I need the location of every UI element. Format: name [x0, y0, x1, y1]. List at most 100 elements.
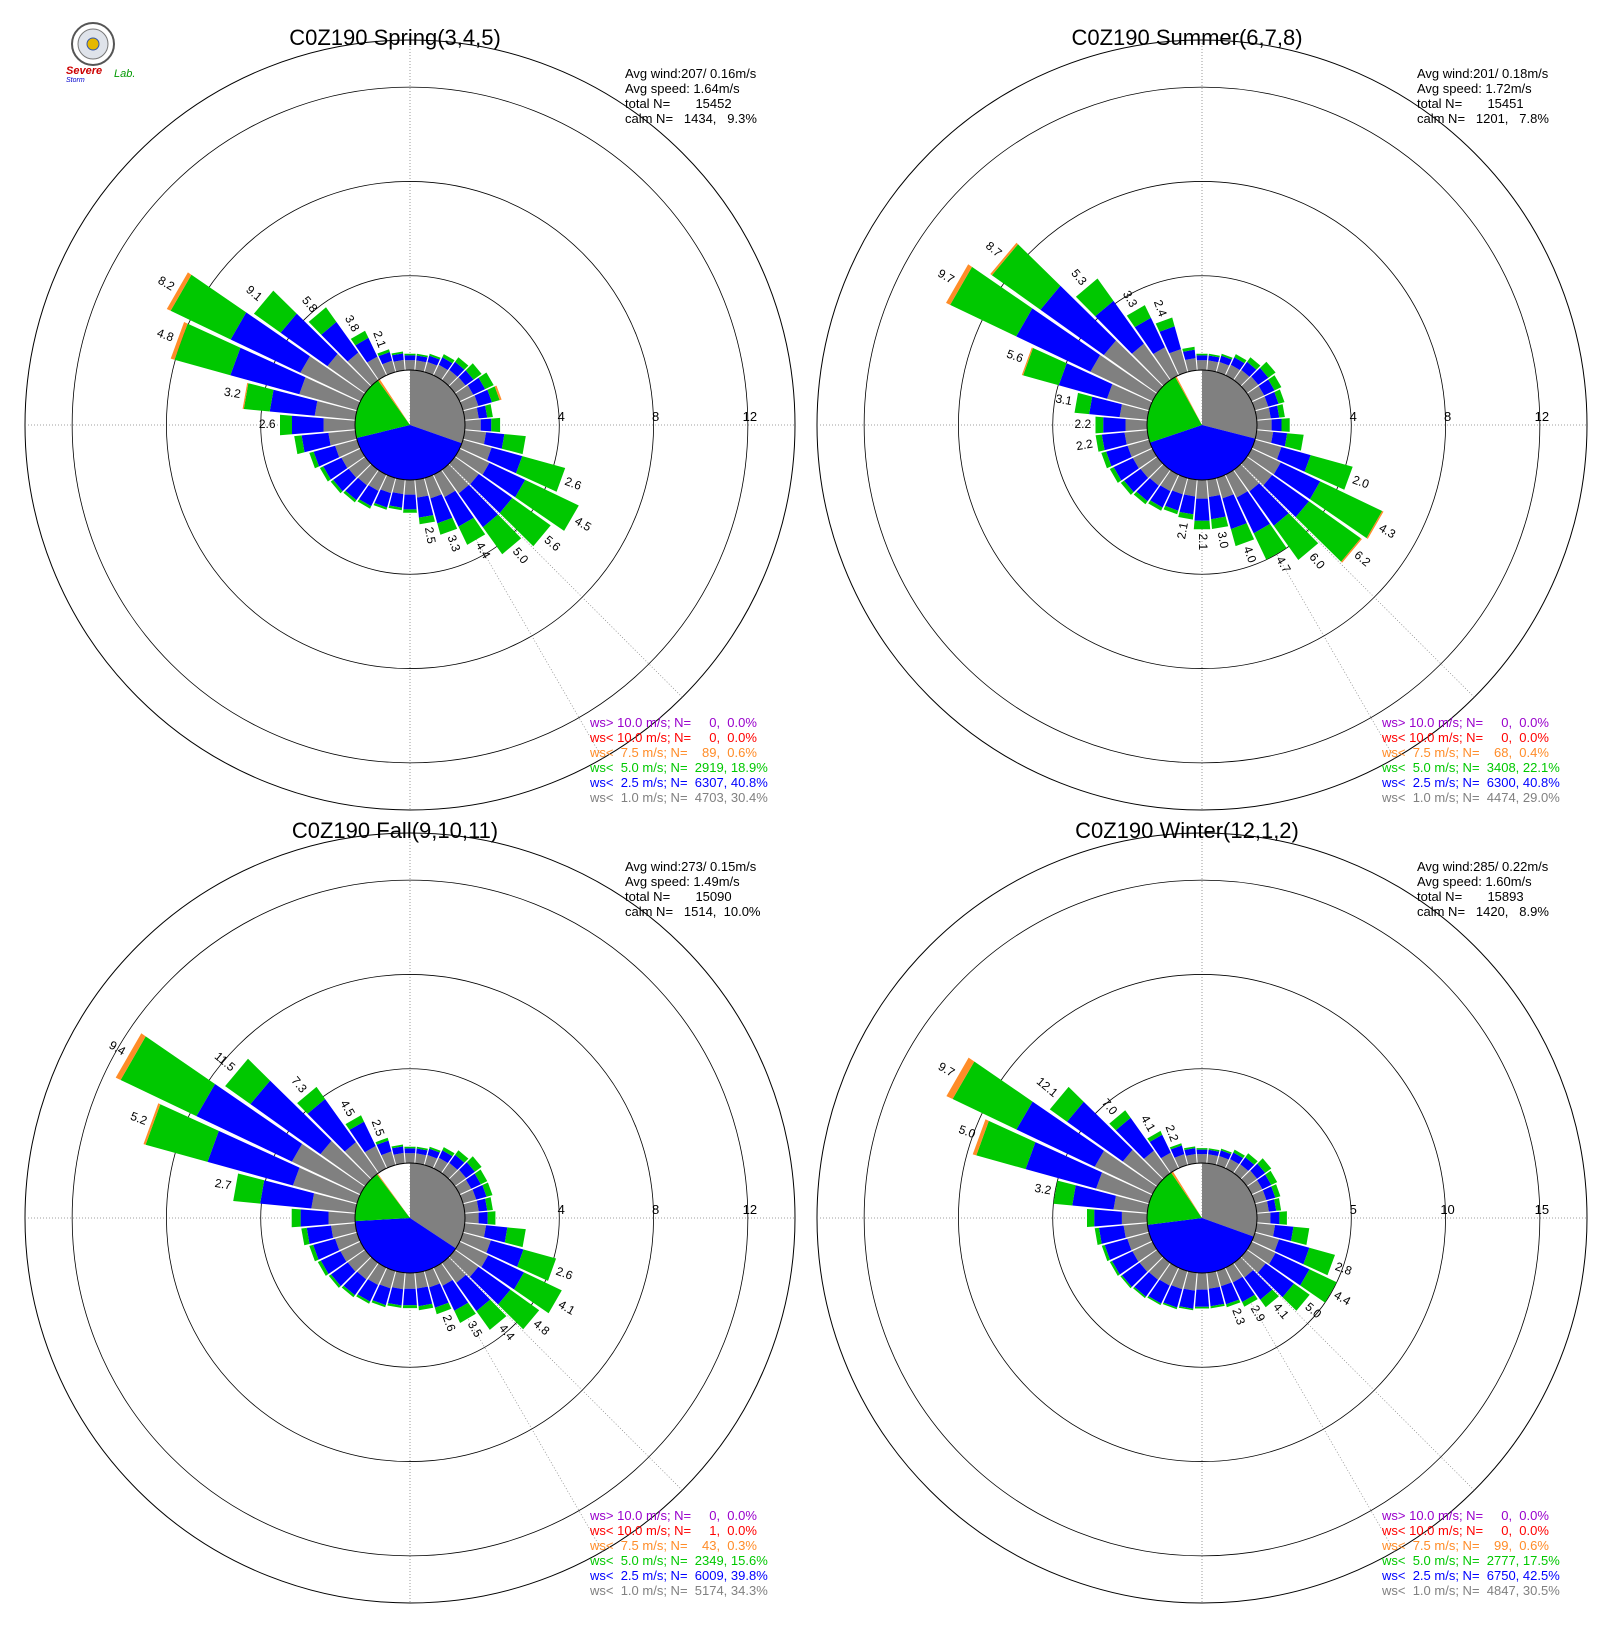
ring-circle [166, 181, 654, 669]
bar-segment [484, 1225, 508, 1243]
legend-entry: ws< 5.0 m/s; N= 2777, 17.5% [1381, 1553, 1560, 1568]
bar-segment [1240, 1157, 1255, 1171]
bar-segment [1233, 464, 1260, 492]
bar-segment [1089, 396, 1122, 418]
bar-segment [375, 1137, 389, 1145]
bar-segment [1196, 1149, 1208, 1155]
bar-segment [1101, 432, 1127, 451]
bar-segment [478, 1211, 488, 1225]
bar-segment [1124, 430, 1149, 445]
legend-entry: ws< 10.0 m/s; N= 0, 0.0% [589, 730, 757, 745]
bar-segment [1169, 349, 1188, 375]
bar-segment [449, 1154, 465, 1170]
bar-segment [1241, 456, 1273, 486]
bar-segment [438, 357, 453, 370]
bar-segment [333, 468, 357, 492]
bar-value-label: 2.7 [214, 1176, 233, 1193]
bar-segment [1233, 1149, 1245, 1159]
legend-entry: ws< 1.0 m/s; N= 5174, 34.3% [589, 1583, 768, 1598]
bar-segment [429, 1146, 441, 1153]
bar-segment [1274, 1198, 1282, 1211]
bar-segment [381, 1151, 396, 1168]
bar-segment [460, 395, 479, 411]
bar-segment [392, 478, 405, 495]
bar-segment [470, 474, 513, 514]
stats-line: total N= 15090 [625, 889, 732, 904]
bar-segment [485, 1197, 493, 1211]
bar-segment [335, 1232, 360, 1251]
bar-segment [1247, 1241, 1276, 1265]
bar-segment [377, 349, 390, 357]
bar-value-label: 2.8 [1333, 1259, 1354, 1278]
bar-segment [1264, 392, 1279, 407]
bar-segment [233, 1173, 265, 1204]
bar-segment [1101, 1245, 1110, 1262]
legend-entry: ws> 10.0 m/s; N= 0, 0.0% [589, 1508, 757, 1523]
bar-value-label: 3.5 [465, 1318, 486, 1340]
bar-segment [327, 353, 371, 394]
bar-value-label: 8.2 [156, 273, 178, 294]
bar-segment [1211, 516, 1229, 529]
bar-segment [1207, 360, 1219, 372]
bar-segment [404, 355, 416, 361]
ring-label: 12 [743, 409, 757, 424]
calm-pie-slice [355, 1218, 456, 1274]
stats-line: Avg speed: 1.60m/s [1417, 874, 1532, 889]
stats-line: total N= 15452 [625, 96, 732, 111]
bar-segment [391, 351, 404, 356]
bar-segment [292, 1167, 360, 1204]
calm-pie-slice [356, 425, 462, 480]
ring-circle [71, 86, 749, 764]
bar-segment [1279, 1211, 1287, 1225]
legend-entry: ws< 2.5 m/s; N= 6300, 40.8% [1381, 775, 1560, 790]
bar-segment [464, 1212, 479, 1224]
ring-circle [260, 1068, 560, 1368]
ring-circle [166, 974, 654, 1462]
calm-pie-outline [1146, 369, 1258, 481]
wind-rose-panel-2: 4 8 122.64.14.84.43.52.62.75.29.411.57.34.… [24, 818, 796, 1604]
bar-value-label: 4.4 [1332, 1288, 1354, 1309]
bar-segment [476, 1198, 488, 1212]
bar-segment [1193, 520, 1211, 530]
bar-segment [1273, 513, 1319, 560]
bar-segment [1178, 512, 1194, 520]
ring-circle [958, 181, 1446, 669]
bar-segment [1196, 360, 1208, 371]
bar-segment [1134, 317, 1165, 354]
bar-segment [950, 266, 1033, 337]
legend-entry: ws< 1.0 m/s; N= 4847, 30.5% [1381, 1583, 1560, 1598]
bar-segment [516, 456, 566, 492]
bar-segment [455, 1150, 469, 1163]
bar-segment [393, 1152, 405, 1165]
bar-segment [301, 1227, 310, 1246]
bar-segment [207, 1130, 300, 1186]
bar-segment [424, 362, 438, 375]
bar-segment [120, 1036, 215, 1117]
bar-segment [416, 355, 428, 363]
bar-segment [280, 414, 292, 436]
bar-segment [328, 430, 357, 446]
ring-label: 4 [558, 409, 565, 424]
bar-segment [250, 1080, 332, 1155]
bar-segment [1221, 353, 1233, 360]
bar-segment [487, 447, 523, 474]
bar-segment [1126, 305, 1151, 328]
bar-segment [388, 505, 402, 511]
bar-segment [300, 1209, 329, 1227]
bar-segment [449, 1249, 479, 1277]
ring-label: 5 [1350, 1202, 1357, 1217]
bar-segment [1179, 494, 1196, 515]
bar-value-label: 9.1 [243, 282, 265, 304]
bar-value-label: 4.0 [1241, 544, 1260, 565]
bar-segment [427, 355, 440, 366]
bar-segment [1258, 379, 1275, 396]
bar-segment [1269, 1253, 1310, 1286]
stats-line: Avg wind:207/ 0.16m/s [625, 66, 757, 81]
bar-segment [1208, 1148, 1220, 1152]
bar-value-label: 9.7 [936, 1059, 958, 1080]
bar-segment [1183, 349, 1196, 360]
logo-star-icon [86, 37, 100, 51]
bar-segment [291, 1143, 365, 1195]
bar-segment [1250, 1163, 1266, 1179]
bar-segment [313, 445, 340, 467]
